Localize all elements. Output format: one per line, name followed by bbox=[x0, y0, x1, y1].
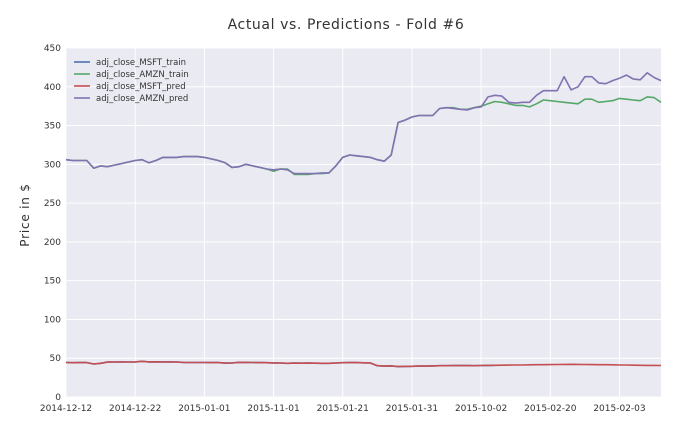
x-tick-label: 2015-01-01 bbox=[178, 404, 230, 414]
grid-lines bbox=[65, 47, 661, 398]
x-tick-label: 2014-12-12 bbox=[40, 404, 92, 414]
y-tick-label: 100 bbox=[44, 315, 61, 325]
y-axis-title: Price in $ bbox=[18, 183, 32, 246]
y-tick-label: 50 bbox=[50, 354, 62, 364]
y-tick-label: 450 bbox=[44, 44, 61, 54]
legend: adj_close_MSFT_train adj_close_AMZN_train… bbox=[74, 58, 189, 104]
legend-label: adj_close_MSFT_train bbox=[96, 58, 186, 68]
plot-area bbox=[66, 48, 661, 397]
x-tick-label: 2015-02-03 bbox=[593, 404, 645, 414]
legend-label: adj_close_AMZN_train bbox=[96, 70, 189, 80]
x-tick-label: 2015-10-02 bbox=[455, 404, 507, 414]
x-tick-label: 2015-01-31 bbox=[386, 404, 438, 414]
x-tick-label: 2015-11-01 bbox=[247, 404, 299, 414]
legend-label: adj_close_AMZN_pred bbox=[96, 94, 188, 104]
tick-labels: 0 50 100 150 200 250 300 350 400 450 2014-12-12 201… bbox=[40, 44, 646, 414]
series-lines bbox=[65, 72, 662, 368]
series-line-adj-close-AMZN-pred bbox=[65, 72, 662, 175]
y-tick-label: 200 bbox=[44, 238, 61, 248]
y-tick-label: 150 bbox=[44, 277, 61, 287]
x-tick-label: 2015-01-21 bbox=[317, 404, 369, 414]
y-tick-label: 400 bbox=[44, 83, 61, 93]
series-line-adj-close-MSFT-pred bbox=[65, 360, 662, 368]
y-tick-label: 350 bbox=[44, 122, 61, 132]
legend-label: adj_close_MSFT_pred bbox=[96, 82, 186, 92]
y-tick-label: 250 bbox=[44, 199, 61, 209]
chart-title: Actual vs. Predictions - Fold #6 bbox=[228, 17, 465, 33]
y-tick-label: 300 bbox=[44, 160, 61, 170]
x-tick-label: 2015-02-20 bbox=[524, 404, 577, 414]
y-tick-label: 0 bbox=[55, 393, 61, 403]
x-tick-label: 2014-12-22 bbox=[109, 404, 161, 414]
